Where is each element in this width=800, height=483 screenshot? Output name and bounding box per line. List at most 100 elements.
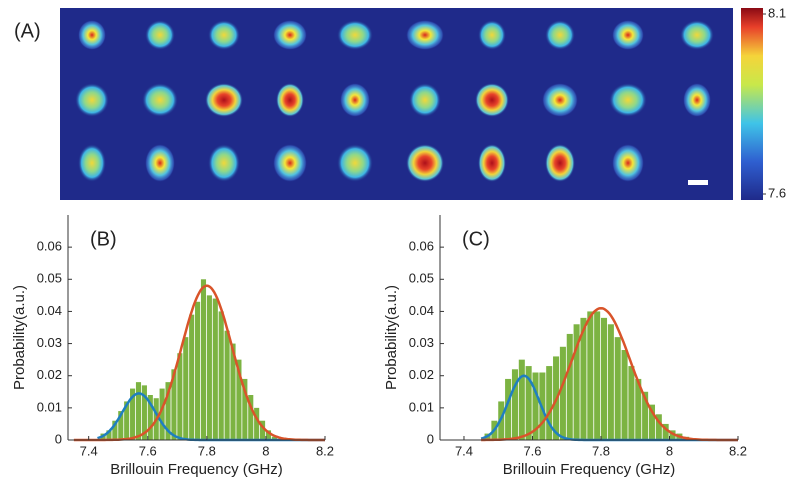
cell bbox=[612, 144, 644, 182]
y-tick-label: 0.06 bbox=[37, 239, 62, 254]
cell bbox=[142, 83, 178, 117]
cell bbox=[612, 20, 644, 50]
bar bbox=[532, 372, 539, 440]
cell bbox=[208, 20, 240, 50]
bar bbox=[141, 385, 147, 440]
bar bbox=[511, 369, 518, 440]
y-tick-label: 0.03 bbox=[37, 335, 62, 350]
y-tick-label: 0.01 bbox=[409, 399, 434, 414]
y-axis-label: Probability(a.u.) bbox=[11, 285, 28, 390]
bar bbox=[518, 359, 525, 440]
cell bbox=[340, 83, 370, 117]
bar bbox=[206, 295, 212, 440]
y-tick-label: 0.05 bbox=[409, 271, 434, 286]
x-tick-label: 7.8 bbox=[592, 443, 610, 458]
cell bbox=[478, 144, 506, 182]
bar bbox=[265, 430, 272, 440]
bar bbox=[566, 333, 573, 440]
colorbar bbox=[741, 8, 763, 200]
y-tick-label: 0.01 bbox=[37, 399, 62, 414]
bar bbox=[248, 395, 254, 440]
bar bbox=[177, 353, 183, 440]
cell bbox=[406, 20, 444, 50]
bar bbox=[183, 337, 189, 440]
cell bbox=[78, 20, 106, 50]
cell bbox=[609, 83, 647, 117]
bar bbox=[600, 317, 608, 440]
x-tick-label: 7.6 bbox=[139, 443, 157, 458]
x-axis-label: Brillouin Frequency (GHz) bbox=[503, 461, 676, 478]
x-tick-label: 8.2 bbox=[316, 443, 334, 458]
bar bbox=[106, 430, 112, 440]
bar bbox=[587, 311, 594, 440]
cell bbox=[542, 83, 578, 117]
panel-label: (A) bbox=[14, 20, 41, 42]
cell bbox=[276, 83, 304, 117]
bar bbox=[525, 366, 532, 440]
bar bbox=[195, 301, 201, 440]
panel-label: (C) bbox=[462, 228, 490, 250]
bar bbox=[655, 414, 662, 440]
cell bbox=[545, 144, 575, 182]
cell bbox=[478, 20, 506, 50]
y-tick-label: 0.06 bbox=[409, 239, 434, 254]
bar bbox=[130, 388, 136, 440]
cell bbox=[145, 20, 175, 50]
cell bbox=[337, 144, 373, 182]
cell bbox=[683, 83, 711, 117]
fit-curve bbox=[481, 306, 738, 442]
bar bbox=[224, 330, 230, 440]
y-axis-label: Probability(a.u.) bbox=[383, 285, 400, 390]
x-tick-label: 7.6 bbox=[523, 443, 541, 458]
cell bbox=[145, 144, 175, 182]
bar bbox=[218, 311, 224, 440]
bar bbox=[112, 420, 118, 440]
x-tick-label: 8.2 bbox=[729, 443, 747, 458]
bar bbox=[621, 350, 628, 440]
bar bbox=[573, 324, 580, 440]
bar bbox=[230, 343, 236, 440]
x-tick-label: 8 bbox=[666, 443, 673, 458]
cell bbox=[208, 144, 240, 182]
bar bbox=[546, 366, 553, 440]
bar bbox=[594, 311, 601, 440]
bar bbox=[662, 423, 669, 440]
cell bbox=[78, 144, 106, 182]
bar bbox=[254, 407, 260, 440]
cell bbox=[409, 83, 441, 117]
cell bbox=[273, 144, 307, 182]
y-tick-label: 0 bbox=[55, 431, 62, 446]
cell bbox=[75, 83, 109, 117]
bar bbox=[189, 314, 195, 440]
cell bbox=[406, 144, 444, 182]
y-tick-label: 0.03 bbox=[409, 335, 434, 350]
bar bbox=[124, 401, 130, 440]
bar bbox=[171, 369, 177, 440]
colorbar-tick-label: 7.6 bbox=[768, 185, 786, 200]
bar bbox=[559, 346, 566, 440]
cell bbox=[273, 20, 307, 50]
y-tick-label: 0 bbox=[427, 431, 434, 446]
bar bbox=[242, 378, 248, 440]
x-tick-label: 7.4 bbox=[80, 443, 98, 458]
y-tick-label: 0.02 bbox=[37, 367, 62, 382]
bar bbox=[165, 382, 171, 440]
bar bbox=[212, 298, 218, 440]
x-tick-label: 7.4 bbox=[455, 443, 473, 458]
cell bbox=[205, 83, 243, 117]
y-tick-label: 0.04 bbox=[409, 303, 434, 318]
bar bbox=[505, 378, 512, 440]
colorbar-tick-label: 8.1 bbox=[768, 5, 786, 20]
scale-bar bbox=[688, 180, 708, 185]
cell bbox=[337, 20, 373, 50]
y-tick-label: 0.05 bbox=[37, 271, 62, 286]
bar bbox=[580, 317, 587, 440]
x-tick-label: 8 bbox=[262, 443, 269, 458]
bar bbox=[635, 378, 642, 440]
bar bbox=[118, 411, 124, 440]
bar bbox=[642, 391, 649, 440]
x-tick-label: 7.8 bbox=[198, 443, 216, 458]
bar bbox=[260, 420, 266, 440]
bar bbox=[271, 436, 277, 440]
